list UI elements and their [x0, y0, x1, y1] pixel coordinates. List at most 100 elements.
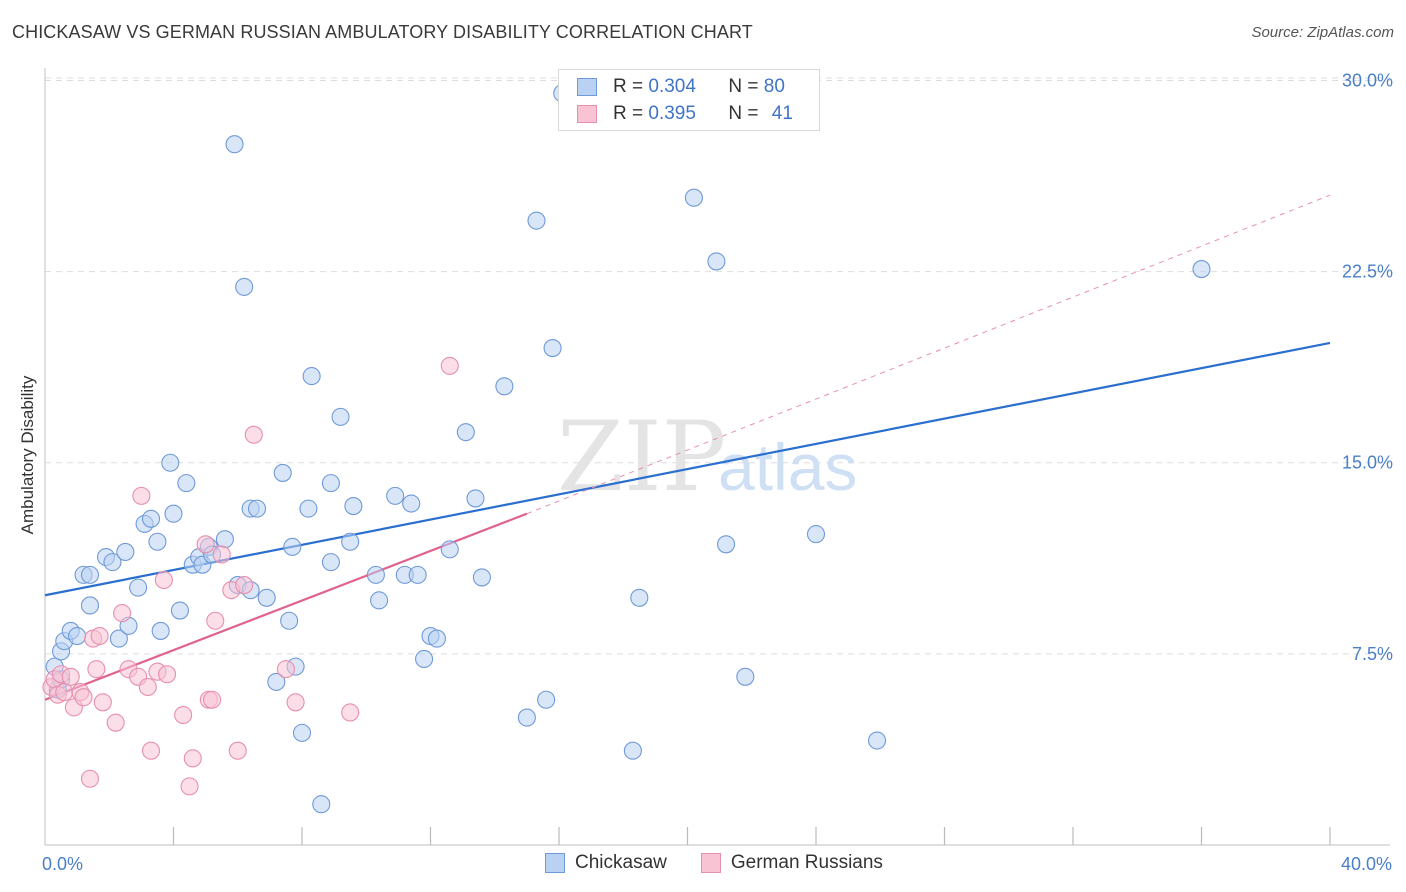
data-point-blue [867, 731, 887, 750]
legend-r-label: R = [613, 103, 649, 124]
data-point-blue [164, 504, 183, 523]
data-point-pink [180, 777, 199, 796]
data-point-blue [806, 525, 826, 544]
legend-item-chickasaw: Chickasaw [545, 852, 667, 874]
legend-r-value: 0.395 [648, 103, 696, 124]
data-point-pink [141, 741, 161, 760]
data-point-blue [495, 377, 514, 396]
data-point-pink [132, 486, 151, 505]
data-point-blue [408, 565, 427, 584]
data-point-pink [74, 688, 93, 707]
watermark-zip: ZIP [557, 401, 726, 513]
watermark: ZIP atlas [557, 401, 857, 513]
data-point-blue [312, 795, 331, 814]
legend-swatch-blue [577, 78, 597, 96]
data-point-pink [196, 535, 215, 554]
data-point-blue [517, 708, 536, 727]
legend-row-chickasaw: R = 0.304 N = 80 [577, 75, 785, 99]
data-point-blue [1192, 260, 1211, 279]
y-tick-label: 15.0% [1342, 453, 1393, 473]
data-point-blue [684, 188, 703, 207]
data-point-blue [427, 629, 446, 648]
legend-r-value: 0.304 [648, 76, 696, 97]
data-point-blue [341, 532, 360, 551]
legend-n-label: N = [728, 76, 764, 97]
legend-n-label: N = [728, 103, 764, 124]
data-point-blue [321, 474, 340, 493]
data-point-blue [177, 474, 196, 493]
data-point-blue [707, 252, 726, 271]
data-point-pink [203, 690, 222, 709]
legend-n-value: 41 [771, 103, 793, 124]
x-tick-label: 40.0% [1341, 854, 1392, 874]
data-point-blue [80, 565, 100, 584]
data-point-blue [283, 537, 302, 556]
data-point-blue [415, 649, 434, 669]
data-point-pink [90, 626, 109, 646]
data-point-blue [736, 667, 755, 686]
data-point-blue [103, 553, 122, 572]
data-point-pink [341, 703, 360, 722]
data-point-blue [141, 509, 161, 528]
chart-title: CHICKASAW VS GERMAN RUSSIAN AMBULATORY D… [12, 22, 753, 42]
y-tick-label: 30.0% [1342, 70, 1393, 90]
data-point-blue [116, 542, 135, 561]
data-point-blue [321, 553, 340, 572]
trend-line-blue [44, 341, 1331, 597]
x-tick-label: 0.0% [42, 854, 83, 874]
data-point-blue [215, 530, 234, 549]
data-point-pink [113, 604, 132, 623]
data-point-blue [402, 494, 421, 513]
trend-line-extension [526, 194, 1331, 515]
data-point-blue [331, 407, 350, 426]
data-point-blue [273, 463, 292, 482]
data-point-blue [267, 672, 286, 691]
legend-label-german-russians: German Russians [730, 852, 883, 873]
watermark-atlas: atlas [718, 430, 857, 504]
data-point-blue [466, 489, 485, 508]
data-point-blue [292, 723, 312, 742]
data-point-blue [109, 629, 128, 648]
data-point-blue [161, 453, 180, 472]
data-point-blue [456, 423, 475, 442]
data-point-blue [366, 565, 385, 584]
data-point-blue [129, 578, 148, 597]
y-tick-label: 22.5% [1342, 262, 1393, 282]
data-point-pink [138, 677, 157, 697]
data-point-blue [225, 135, 244, 154]
data-point-pink [61, 667, 80, 686]
data-point-pink [93, 693, 112, 712]
data-point-blue [235, 277, 254, 296]
data-point-pink [183, 749, 202, 768]
data-point-pink [235, 576, 254, 595]
data-point-pink [276, 660, 295, 679]
points-layer [42, 84, 1211, 814]
data-point-pink [228, 741, 247, 760]
data-point-pink [154, 570, 173, 590]
data-point-blue [537, 690, 556, 709]
data-point-blue [247, 499, 267, 518]
legend-label-chickasaw: Chickasaw [575, 852, 667, 873]
data-point-blue [472, 568, 491, 587]
series-legend: Chickasaw German Russians [545, 852, 917, 874]
data-point-blue [302, 367, 321, 386]
data-point-blue [68, 626, 87, 646]
legend-item-german-russians: German Russians [700, 852, 883, 874]
correlation-legend: R = 0.304 N = 80 R = 0.395 N = 41 [558, 69, 820, 131]
data-point-blue [151, 621, 170, 640]
y-tick-label: 7.5% [1352, 644, 1393, 664]
source-credit: Source: ZipAtlas.com [1251, 24, 1394, 41]
data-point-blue [80, 596, 100, 615]
data-point-pink [286, 693, 305, 712]
legend-swatch-pink [700, 853, 721, 873]
data-point-blue [280, 611, 299, 630]
data-point-pink [244, 425, 263, 444]
data-point-pink [106, 713, 125, 732]
data-point-pink [440, 356, 459, 375]
data-point-pink [80, 769, 100, 788]
legend-swatch-pink [577, 105, 597, 123]
data-point-blue [543, 339, 562, 358]
data-point-blue [386, 486, 405, 505]
data-point-pink [212, 545, 231, 564]
